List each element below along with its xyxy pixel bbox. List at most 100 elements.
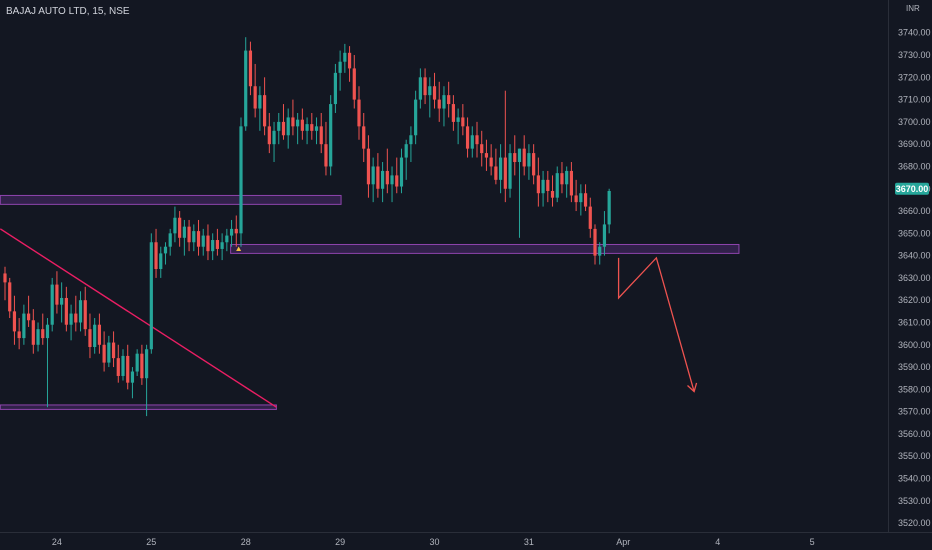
candle-body-19: [93, 324, 97, 348]
candle-body-4: [22, 313, 26, 339]
candle-body-76: [362, 126, 366, 149]
candle-body-78: [371, 166, 375, 185]
candle-body-13: [64, 297, 68, 325]
price-tick-label: 3560.00: [898, 429, 931, 439]
candle-body-102: [484, 153, 489, 158]
candle-body-110: [522, 148, 526, 167]
candle-body-49: [234, 228, 238, 234]
candle-body-69: [329, 104, 333, 167]
candle-body-28: [135, 353, 139, 372]
price-tick-label: 3540.00: [898, 474, 931, 484]
candle-body-101: [480, 144, 484, 154]
candle-body-85: [404, 144, 408, 158]
candle-body-31: [149, 242, 153, 350]
candle-body-82: [390, 175, 394, 185]
candle-body-1: [8, 282, 12, 312]
time-axis[interactable]: 24 25 28 29 30 31 Apr 4 5: [52, 537, 815, 547]
candle-body-33: [159, 253, 163, 269]
price-tick-label: 3520.00: [898, 518, 931, 528]
price-tick-label: 3710.00: [898, 95, 931, 105]
candle-body-50: [239, 126, 243, 234]
candle-body-107: [508, 153, 512, 189]
price-tick-label: 3690.00: [898, 139, 931, 149]
price-tick-label: 3680.00: [898, 161, 931, 171]
candle-body-48: [229, 228, 234, 236]
candle-body-127: [602, 224, 607, 247]
candle-body-44: [211, 240, 215, 252]
candle-body-29: [140, 353, 144, 379]
trendline: [0, 228, 277, 408]
candle-body-119: [565, 170, 569, 185]
candle-body-26: [126, 355, 130, 383]
candle-body-77: [366, 148, 371, 185]
price-tick-label: 3720.00: [898, 72, 931, 82]
support-zone-1: [0, 194, 342, 205]
time-tick-label: 25: [146, 537, 156, 547]
candle-body-22: [107, 342, 111, 363]
candle-body-120: [569, 170, 573, 196]
candle-body-14: [69, 313, 73, 325]
candle-body-111: [527, 153, 531, 167]
time-tick-label: 24: [52, 537, 62, 547]
candle-body-46: [220, 242, 224, 249]
candle-body-117: [555, 173, 559, 198]
candle-body-122: [579, 193, 583, 203]
price-tick-label: 3530.00: [898, 496, 931, 506]
projection-arrowhead: [687, 382, 698, 393]
candle-body-47: [225, 235, 229, 243]
time-tick-label: 5: [810, 537, 815, 547]
candle-body-123: [583, 193, 588, 207]
candle-body-35: [168, 233, 172, 247]
candle-body-113: [536, 175, 540, 194]
price-tick-label: 3580.00: [898, 384, 931, 394]
price-tick-label: 3550.00: [898, 451, 931, 461]
candle-body-124: [588, 206, 592, 229]
candle-body-65: [310, 124, 314, 131]
candle-body-18: [88, 329, 92, 348]
price-tick-label: 3700.00: [898, 117, 931, 127]
price-axis[interactable]: 3520.00 3530.00 3540.00 3550.00 3560.00 3570.…: [898, 28, 931, 528]
candle-body-109: [517, 148, 522, 163]
candle-body-38: [182, 226, 186, 238]
candle-body-42: [201, 235, 205, 247]
candle-body-0: [3, 273, 7, 283]
time-tick-label: 4: [715, 537, 720, 547]
candle-body-41: [196, 231, 201, 247]
candle-body-2: [12, 311, 17, 332]
time-tick-label: 28: [241, 537, 251, 547]
candle-body-70: [333, 72, 337, 105]
candle-body-45: [215, 240, 219, 249]
candle-body-115: [546, 179, 550, 191]
candle-body-88: [418, 77, 422, 100]
candle-body-27: [130, 371, 135, 383]
candle-body-81: [385, 170, 389, 185]
candle-body-80: [381, 170, 385, 189]
candle-body-125: [593, 228, 597, 256]
price-tick-label: 3640.00: [898, 251, 931, 261]
candle-body-20: [97, 324, 101, 345]
projection-path: [617, 256, 695, 392]
candle-body-9: [45, 324, 50, 339]
candle-body-67: [319, 126, 323, 145]
candle-body-94: [447, 95, 451, 105]
candle-body-64: [305, 124, 309, 131]
candle-body-17: [83, 300, 87, 330]
candle-body-66: [314, 126, 319, 131]
support-zone-3: [0, 404, 277, 410]
candle-body-114: [541, 179, 545, 194]
candle-body-96: [456, 117, 460, 122]
candle-body-91: [432, 86, 437, 100]
candle-body-3: [17, 331, 21, 339]
candle-body-121: [574, 195, 578, 203]
candle-body-60: [286, 117, 290, 136]
candle-body-63: [300, 119, 304, 131]
candle-body-24: [116, 358, 120, 376]
candle-body-11: [55, 284, 59, 305]
price-tick-label: 3740.00: [898, 28, 931, 38]
candle-body-72: [343, 52, 347, 62]
candle-body-6: [31, 320, 35, 345]
candle-body-40: [192, 231, 196, 243]
